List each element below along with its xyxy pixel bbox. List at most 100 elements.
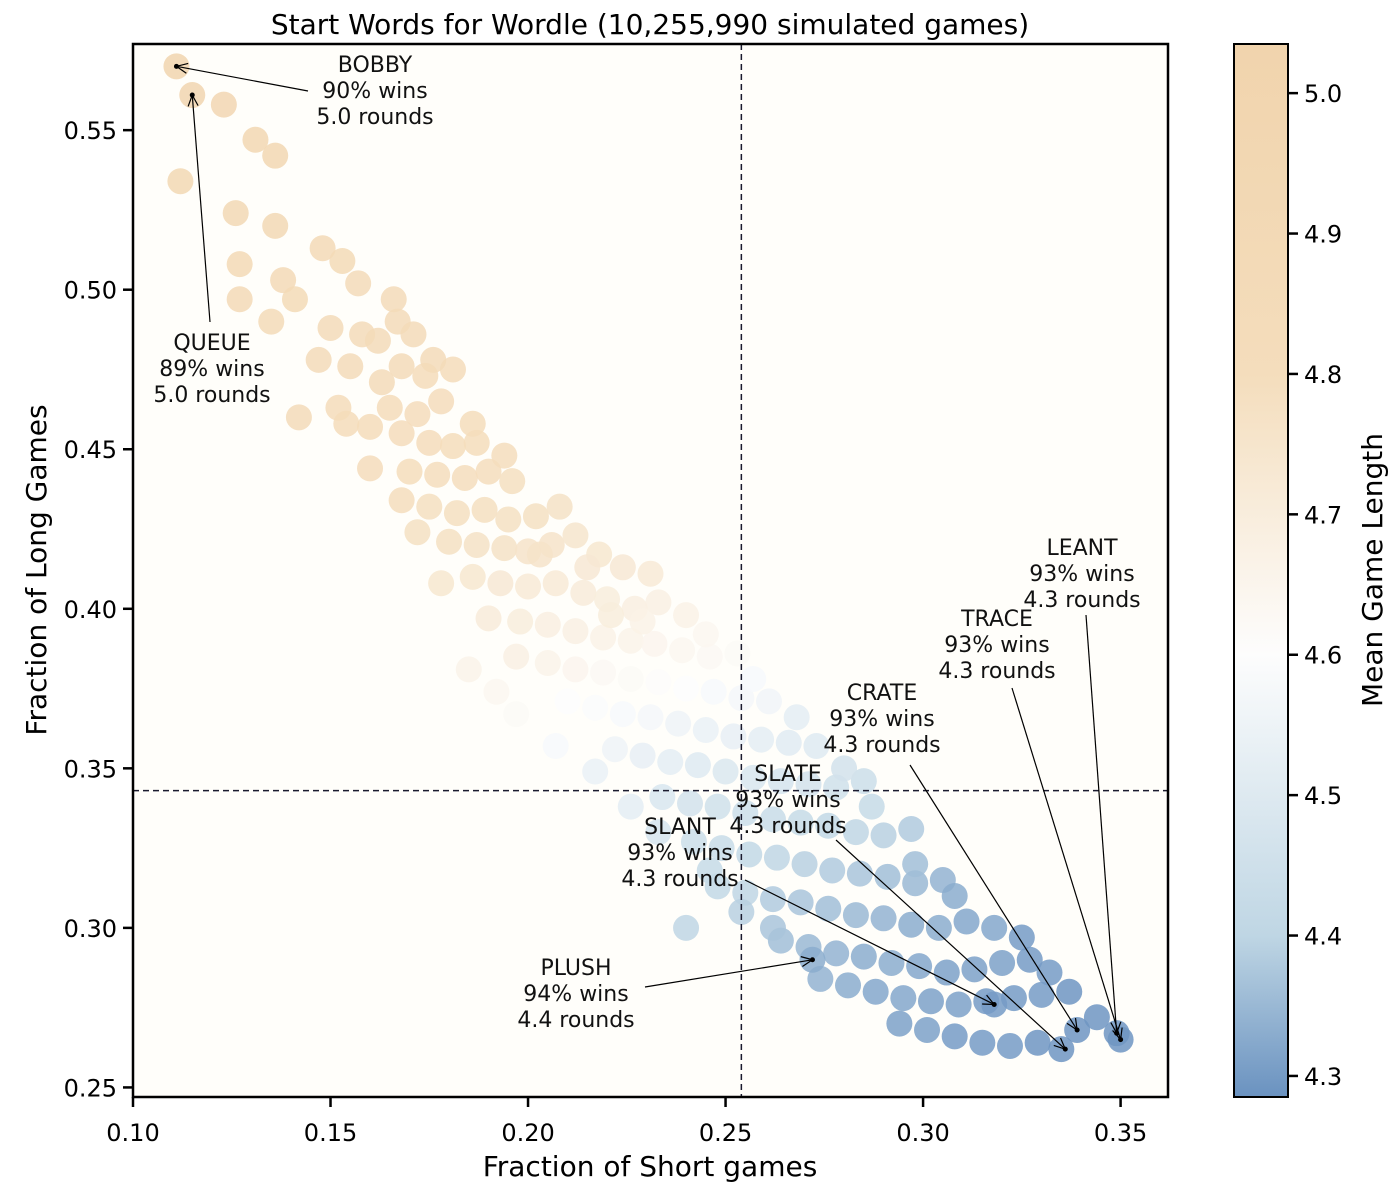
scatter-point xyxy=(617,665,644,692)
scatter-point xyxy=(969,1029,996,1056)
x-tick-label: 0.10 xyxy=(106,1119,159,1147)
annotation-point-dot xyxy=(809,957,815,963)
scatter-point xyxy=(858,793,885,820)
scatter-point xyxy=(459,563,486,590)
scatter-point xyxy=(759,914,786,941)
scatter-point xyxy=(226,251,253,278)
scatter-point xyxy=(609,701,636,728)
scatter-point xyxy=(700,678,727,705)
colorbar-tick-label: 4.9 xyxy=(1304,221,1342,249)
x-tick-label: 0.35 xyxy=(1094,1119,1147,1147)
scatter-point xyxy=(862,978,889,1005)
y-tick-label: 0.55 xyxy=(64,117,117,145)
scatter-point xyxy=(574,554,601,581)
scatter-point xyxy=(526,541,553,568)
scatter-point xyxy=(376,394,403,421)
scatter-point xyxy=(562,618,589,645)
annotation-arrow xyxy=(191,95,211,323)
scatter-point xyxy=(941,1023,968,1050)
scatter-point xyxy=(657,748,684,775)
annotation-word: QUEUE xyxy=(173,331,250,356)
annotation-rounds: 4.3 rounds xyxy=(1023,588,1140,613)
scatter-point xyxy=(886,1010,913,1037)
scatter-point xyxy=(677,790,704,817)
x-tick-label: 0.20 xyxy=(501,1119,554,1147)
scatter-point xyxy=(522,503,549,530)
scatter-point xyxy=(597,602,624,629)
points-layer xyxy=(163,53,1134,1063)
x-tick-label: 0.30 xyxy=(896,1119,949,1147)
annotation-point-dot xyxy=(991,1001,997,1007)
scatter-point xyxy=(226,286,253,313)
colorbar-ticks: 4.3 4.4 4.5 4.6 4.7 4.8 4.9 5.0 xyxy=(1288,80,1342,1091)
scatter-point xyxy=(270,267,297,294)
annotation-point-dot xyxy=(173,63,179,69)
scatter-point xyxy=(740,665,767,692)
scatter-point xyxy=(831,755,858,782)
annotation-arrow xyxy=(835,839,1066,1050)
annotation-rounds: 4.3 rounds xyxy=(621,867,738,892)
scatter-point xyxy=(906,953,933,980)
colorbar-tick-label: 4.7 xyxy=(1304,501,1342,529)
scatter-point xyxy=(917,988,944,1015)
scatter-point xyxy=(305,346,332,373)
scatter-point xyxy=(989,949,1016,976)
scatter-point xyxy=(317,314,344,341)
y-tick-label: 0.25 xyxy=(64,1074,117,1102)
scatter-point xyxy=(439,356,466,383)
scatter-point xyxy=(562,522,589,549)
annotation-rounds: 4.3 rounds xyxy=(938,659,1055,684)
scatter-point xyxy=(673,914,700,941)
scatter-point xyxy=(732,800,759,827)
scatter-point xyxy=(258,308,285,335)
y-tick-label: 0.50 xyxy=(64,277,117,305)
scatter-point xyxy=(870,822,897,849)
annotation-word: SLANT xyxy=(644,815,716,840)
scatter-point xyxy=(767,768,794,795)
scatter-point xyxy=(736,841,763,868)
scatter-point xyxy=(898,911,925,938)
annotation-rounds: 4.3 rounds xyxy=(823,733,940,758)
scatter-point xyxy=(262,142,289,169)
scatter-point xyxy=(787,809,814,836)
colorbar-tick-label: 4.4 xyxy=(1304,923,1342,951)
annotation-wins: 93% wins xyxy=(944,633,1049,658)
colorbar-tick-label: 4.8 xyxy=(1304,361,1342,389)
colorbar-title: Mean Game Length xyxy=(1356,433,1389,707)
scatter-point xyxy=(914,1016,941,1043)
scatter-point xyxy=(819,857,846,884)
scatter-point xyxy=(874,863,901,890)
scatter-point xyxy=(554,688,581,715)
scatter-point xyxy=(803,733,830,759)
scatter-point xyxy=(925,914,952,941)
scatter-point xyxy=(416,493,443,520)
scatter-point xyxy=(515,573,542,600)
scatter-point xyxy=(759,886,786,913)
scatter-point xyxy=(724,640,751,667)
annotation-wins: 94% wins xyxy=(523,982,628,1007)
annotation-point-dot xyxy=(1074,1027,1080,1033)
scatter-point xyxy=(400,321,427,348)
scatter-point xyxy=(380,286,407,313)
scatter-point xyxy=(961,956,988,983)
scatter-point xyxy=(748,726,775,753)
x-tick-label: 0.15 xyxy=(304,1119,357,1147)
scatter-point xyxy=(329,247,356,274)
scatter-point xyxy=(499,468,526,495)
colorbar-gradient xyxy=(1233,43,1289,1098)
scatter-point xyxy=(933,959,960,986)
scatter-point xyxy=(503,701,530,728)
annotation-word: PLUSH xyxy=(540,956,611,981)
scatter-point xyxy=(428,388,455,415)
scatter-point xyxy=(388,420,415,447)
scatter-point xyxy=(842,902,869,929)
x-axis: 0.10 0.15 0.20 0.25 0.30 0.35 xyxy=(106,1097,1147,1147)
scatter-point xyxy=(835,972,862,999)
scatter-point xyxy=(673,602,700,629)
y-tick-label: 0.45 xyxy=(64,436,117,464)
scatter-point xyxy=(570,579,597,606)
annotation-wins: 93% wins xyxy=(627,841,732,866)
annotation-wins: 93% wins xyxy=(735,788,840,813)
